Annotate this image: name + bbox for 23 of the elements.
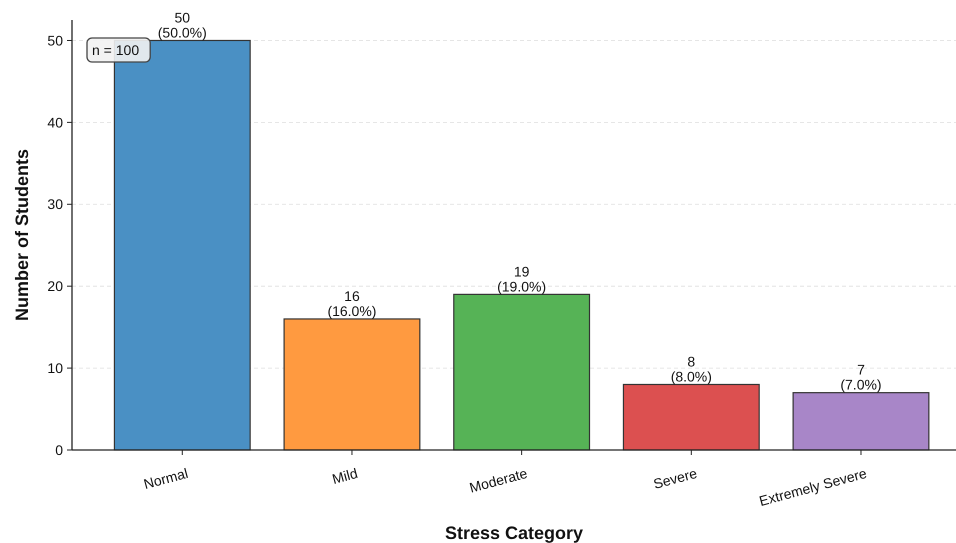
x-tick-label: Moderate [468, 464, 530, 496]
x-tick-label: Mild [330, 464, 360, 488]
y-tick-label: 10 [47, 360, 64, 376]
y-tick-label: 50 [47, 32, 64, 48]
data-label: 16 (16.0%) [327, 288, 376, 319]
bar [792, 392, 930, 451]
bar [114, 40, 251, 451]
y-tick-label: 30 [47, 196, 64, 212]
bar [453, 294, 590, 451]
y-tick-label: 20 [47, 278, 64, 294]
data-label: 7 (7.0%) [840, 362, 882, 393]
data-label: 8 (8.0%) [670, 353, 712, 384]
y-tick-label: 40 [47, 114, 64, 130]
x-tick-label: Severe [652, 464, 699, 492]
y-axis-title: Number of Students [12, 148, 32, 322]
bar [283, 318, 420, 451]
y-tick-label: 0 [55, 442, 64, 458]
data-label: 50 (50.0%) [158, 9, 207, 40]
bar [622, 384, 760, 451]
data-label: 19 (19.0%) [497, 263, 546, 294]
annotation: n = 100 [92, 42, 140, 58]
x-tick-label: Normal [142, 464, 190, 492]
x-axis-title: Stress Category [444, 523, 584, 543]
